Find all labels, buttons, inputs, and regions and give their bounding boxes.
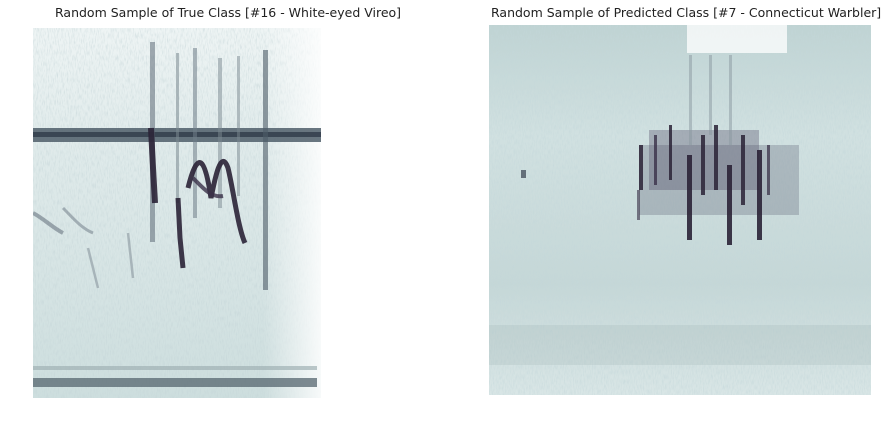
predicted-class-title: Random Sample of Predicted Class [#7 - C… [491, 5, 881, 20]
predicted-class-panel: Random Sample of Predicted Class [#7 - C… [440, 0, 881, 427]
true-class-spectrogram [33, 28, 321, 398]
predicted-class-spectrogram [489, 25, 871, 395]
true-class-panel: Random Sample of True Class [#16 - White… [0, 0, 440, 427]
true-class-title: Random Sample of True Class [#16 - White… [55, 5, 402, 20]
